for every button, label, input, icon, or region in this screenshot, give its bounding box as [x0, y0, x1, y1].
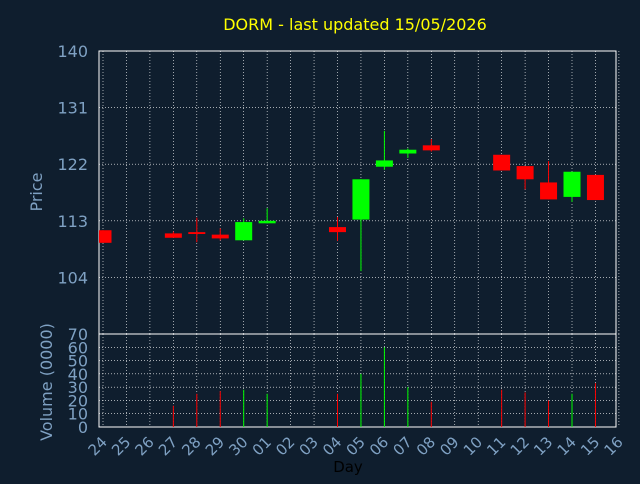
price-tick-label: 104	[57, 268, 88, 287]
volume-tick-label: 0	[78, 418, 88, 437]
price-tick-labels: 140 131 122 113 104	[57, 42, 88, 287]
candlestick-series	[99, 130, 604, 272]
volume-tick-label: 70	[68, 325, 88, 344]
candle-body	[375, 160, 393, 167]
candle-body	[352, 179, 370, 220]
x-tick-labels: 2425262728293001020304050607080910111213…	[85, 433, 627, 459]
candle-body	[422, 145, 440, 151]
volume-tick-label: 40	[68, 365, 88, 384]
candle-body	[399, 149, 417, 154]
candle-body	[563, 171, 581, 197]
price-axis-label: Price	[27, 172, 46, 211]
price-tick-label: 131	[57, 99, 88, 118]
price-tick-label: 140	[57, 42, 88, 61]
candle-body	[493, 154, 511, 171]
volume-tick-label: 20	[68, 391, 88, 410]
price-tick-label: 113	[57, 212, 88, 231]
chart-title: DORM - last updated 15/05/2026	[223, 15, 487, 34]
candle-body	[188, 232, 206, 235]
x-axis-label: Day	[333, 458, 363, 476]
volume-grid	[99, 333, 620, 428]
candle-body	[164, 233, 182, 238]
candle-body	[540, 182, 558, 200]
volume-tick-label: 60	[68, 338, 88, 357]
volume-axis-label: Volume (0000)	[37, 323, 56, 441]
volume-tick-label: 10	[68, 405, 88, 424]
volume-tick-label: 50	[68, 352, 88, 371]
candle-body	[99, 230, 112, 243]
candle-body	[258, 220, 276, 224]
candle-body	[329, 227, 346, 233]
candle-body	[586, 174, 604, 201]
candle-body	[516, 166, 534, 180]
candle-body	[235, 222, 253, 241]
volume-tick-label: 30	[68, 378, 88, 397]
candle-body	[211, 234, 229, 239]
price-tick-label: 122	[57, 155, 88, 174]
volume-series	[172, 347, 596, 427]
